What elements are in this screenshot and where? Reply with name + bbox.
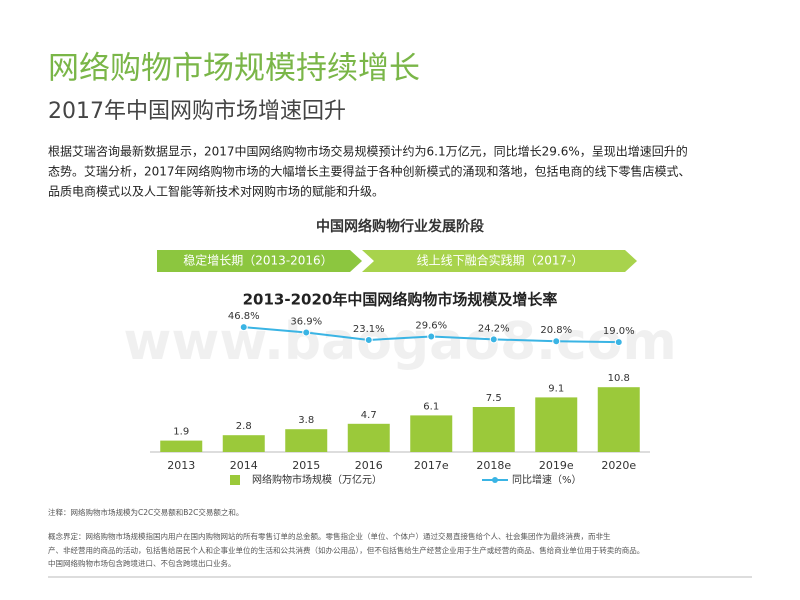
line-label: 24.2%	[478, 323, 510, 334]
legend-label: 网络购物市场规模（万亿元）	[252, 473, 382, 486]
x-tick-label: 2015	[292, 459, 320, 472]
note: 注释：网络购物市场规模为C2C交易额和B2C交易额之和。	[48, 507, 243, 517]
line-label: 23.1%	[353, 324, 385, 335]
line-label: 36.9%	[290, 316, 322, 327]
x-tick-label: 2019e	[539, 459, 574, 472]
bar-label: 3.8	[298, 415, 314, 426]
bar-label: 9.1	[548, 383, 564, 394]
bar	[535, 397, 578, 452]
bar	[222, 435, 265, 452]
chart-title: 2013-2020年中国网络购物市场规模及增长率	[243, 291, 558, 309]
legend-swatch	[492, 477, 498, 483]
bar-label: 7.5	[486, 393, 502, 404]
x-tick-label: 2018e	[476, 459, 511, 472]
bar-label: 6.1	[423, 401, 439, 412]
note: 中国网络购物市场包含跨境进口、不包含跨境出口业务。	[48, 558, 236, 568]
stages-title: 中国网络购物行业发展阶段	[316, 218, 484, 235]
subtitle: 2017年中国网购市场增速回升	[48, 99, 346, 124]
x-tick-label: 2017e	[414, 459, 449, 472]
intro-line: 态势。艾瑞分析，2017年网络购物市场的大幅增长主要得益于各种创新模式的涌现和落…	[48, 164, 691, 179]
line-point	[552, 337, 561, 346]
line-label: 19.0%	[603, 326, 635, 337]
bar	[597, 387, 640, 452]
x-tick-label: 2020e	[601, 459, 636, 472]
line-point	[239, 323, 248, 332]
title: 网络购物市场规模持续增长	[48, 51, 420, 87]
stage-arrow	[157, 250, 362, 272]
bar-label: 4.7	[361, 410, 377, 421]
stage-arrow	[362, 250, 637, 272]
intro-line: 根据艾瑞咨询最新数据显示，2017中国网络购物市场交易规模预计约为6.1万亿元，…	[48, 144, 688, 159]
bar-label: 1.9	[173, 427, 189, 438]
bar-label: 2.8	[236, 421, 252, 432]
bar	[410, 415, 453, 452]
bar	[347, 423, 390, 452]
x-tick-label: 2013	[167, 459, 195, 472]
line-label: 46.8%	[228, 311, 260, 322]
legend-swatch	[230, 475, 240, 485]
line-point	[364, 335, 373, 344]
line-label: 29.6%	[415, 320, 447, 331]
bar	[160, 440, 203, 452]
legend-label: 同比增速（%）	[512, 473, 582, 486]
x-tick-label: 2014	[230, 459, 258, 472]
line-label: 20.8%	[540, 325, 572, 336]
bar-label: 10.8	[608, 373, 630, 384]
bar	[472, 407, 515, 452]
x-tick-label: 2016	[355, 459, 383, 472]
line-point	[302, 328, 311, 337]
line-point	[427, 332, 436, 341]
line-point	[489, 335, 498, 344]
stage-label: 线上线下融合实践期（2017-）	[417, 253, 584, 268]
note: 概念界定：网络购物市场规模指国内用户在国内购物网站的所有零售订单的总金额。零售指…	[48, 531, 611, 541]
bar	[285, 429, 328, 452]
intro-line: 品质电商模式以及人工智能等新技术对网购市场的赋能和升级。	[48, 184, 384, 199]
line-point	[614, 338, 623, 347]
note: 产、非经营用的商品的活动，包括售给居民个人和企事业单位的生活和公共消费（如办公用…	[48, 545, 644, 555]
stage-label: 稳定增长期（2013-2016）	[183, 253, 332, 268]
